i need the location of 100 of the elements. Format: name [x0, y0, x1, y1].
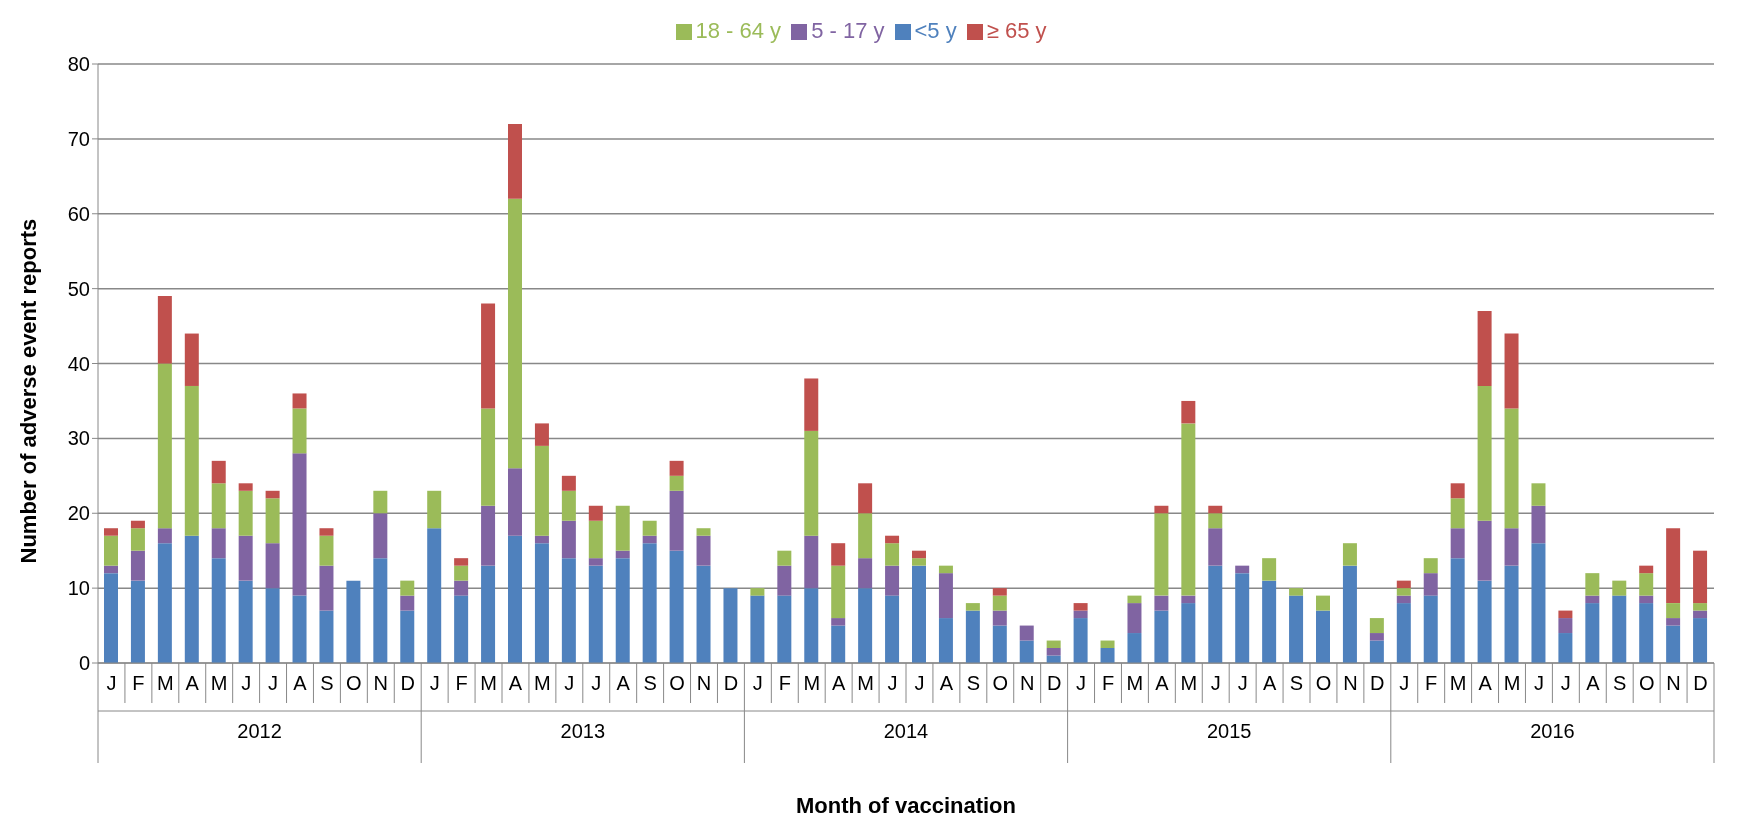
x-tick-label: A: [1586, 672, 1601, 694]
bar: [992, 610, 1007, 626]
bar: [104, 535, 118, 566]
x-tick-label: J: [1076, 672, 1087, 694]
bar: [561, 490, 576, 521]
bar: [804, 535, 819, 589]
bar: [1396, 580, 1411, 589]
x-tick-label: J: [752, 672, 763, 694]
bar: [1154, 595, 1169, 611]
bar: [1639, 565, 1654, 574]
x-tick-label: M: [534, 672, 551, 694]
bar: [157, 363, 172, 529]
bar: [319, 535, 334, 566]
bar: [400, 580, 415, 596]
bar: [831, 565, 846, 619]
bar: [211, 558, 226, 663]
bar: [642, 535, 657, 544]
bar: [1262, 558, 1277, 581]
bar: [777, 550, 792, 566]
x-tick-label: N: [1343, 672, 1358, 694]
x-tick-label: J: [1399, 672, 1410, 694]
bar: [804, 378, 819, 431]
bar: [831, 618, 846, 626]
bar: [858, 513, 873, 559]
bar: [130, 528, 145, 551]
bar: [1262, 580, 1277, 663]
x-tick-label: D: [1693, 672, 1708, 694]
bar: [1612, 580, 1627, 596]
bar: [858, 588, 873, 663]
bar: [1504, 333, 1519, 409]
x-tick-label: J: [1560, 672, 1571, 694]
x-tick-label: N: [373, 672, 389, 694]
y-tick-label: 30: [67, 427, 90, 450]
x-tick-label: J: [106, 672, 117, 694]
bar: [481, 505, 496, 566]
x-tick-label: F: [1101, 672, 1115, 694]
bar: [1639, 603, 1654, 663]
bar: [750, 595, 765, 663]
bar: [1127, 595, 1142, 604]
bar: [831, 543, 846, 566]
bar: [1181, 603, 1196, 663]
bar: [1531, 505, 1546, 544]
x-tick-label: M: [857, 672, 874, 694]
x-tick-label: J: [1237, 672, 1248, 694]
bar: [831, 625, 846, 663]
bar: [1208, 565, 1223, 663]
x-tick-label: D: [1046, 672, 1062, 694]
bar: [104, 528, 118, 536]
x-tick-label: S: [320, 672, 334, 694]
x-tick-label: D: [723, 672, 739, 694]
bar: [1235, 573, 1250, 663]
x-tick-label: J: [914, 672, 925, 694]
bar: [1585, 595, 1600, 604]
bar: [938, 618, 953, 663]
bar: [1342, 565, 1357, 663]
bar: [1181, 400, 1196, 424]
bar: [615, 505, 630, 551]
bar: [292, 408, 307, 454]
x-tick-label: J: [887, 672, 898, 694]
bar: [1450, 528, 1465, 559]
bar: [104, 565, 118, 574]
bar: [992, 595, 1007, 611]
bar: [534, 423, 549, 446]
bar: [292, 453, 307, 596]
bar: [1504, 528, 1519, 566]
x-tick-label: S: [1613, 672, 1627, 694]
bar: [615, 550, 630, 559]
bar: [1423, 573, 1438, 596]
bar: [1181, 595, 1196, 604]
bar: [319, 528, 334, 536]
bar: [912, 558, 926, 566]
bar: [454, 595, 469, 663]
x-tick-label: A: [1155, 672, 1170, 694]
bar: [992, 625, 1007, 663]
bar: [561, 520, 576, 559]
bar: [1369, 640, 1384, 663]
bar: [211, 528, 226, 559]
bar: [184, 535, 199, 663]
bar: [373, 490, 388, 514]
x-tick-label: A: [939, 672, 954, 694]
bar: [454, 580, 469, 596]
bar: [1154, 610, 1169, 663]
y-tick-label: 70: [67, 127, 90, 150]
bar: [292, 595, 307, 663]
bar: [669, 460, 684, 476]
bar: [238, 580, 253, 663]
bar: [1127, 603, 1142, 634]
x-tick-label: F: [132, 672, 145, 694]
bar: [669, 550, 684, 663]
x-tick-label: F: [778, 672, 791, 694]
x-tick-label: F: [455, 672, 468, 694]
bar: [1423, 558, 1438, 574]
legend-label: <5 y: [914, 18, 957, 43]
x-tick-label: M: [157, 672, 174, 694]
text: 2014: [883, 720, 929, 742]
bar: [1693, 603, 1708, 611]
bar: [427, 528, 442, 663]
bar: [1558, 618, 1573, 634]
bar: [1208, 528, 1223, 566]
bar: [400, 610, 415, 663]
